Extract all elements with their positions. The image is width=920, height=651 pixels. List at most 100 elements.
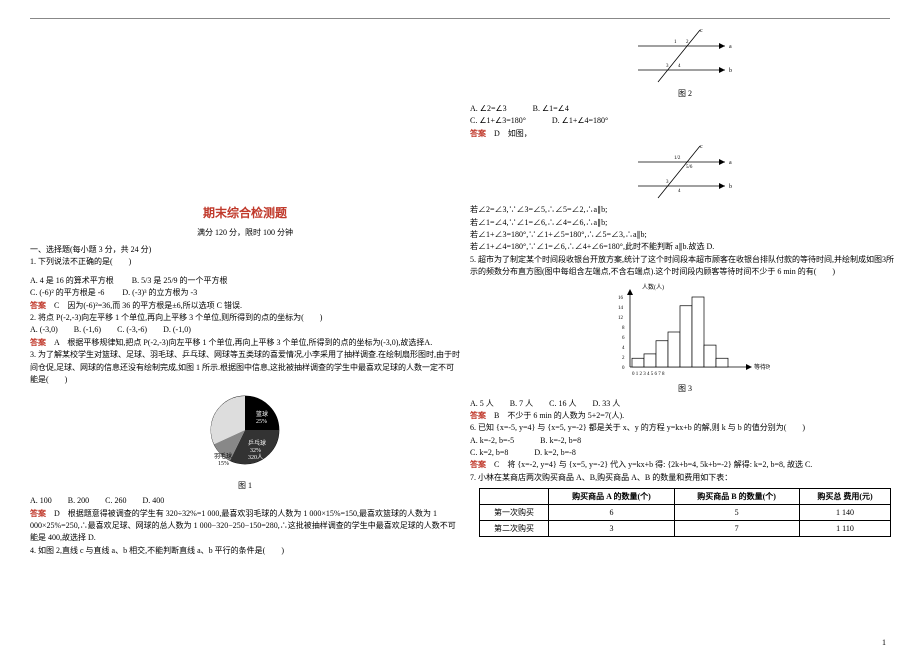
exam-subtitle: 满分 120 分，限时 100 分钟	[30, 227, 460, 238]
q4-opt-c: C. ∠1+∠3=180°	[470, 116, 526, 125]
parallel-lines-fig2: a b c 1 2 3 4	[630, 26, 740, 86]
svg-text:1/2: 1/2	[674, 156, 681, 161]
q6-answer: 答案 C 将 {x=-2, y=4} 与 {x=5, y=-2} 代入 y=kx…	[470, 459, 900, 471]
svg-text:b: b	[729, 184, 732, 190]
q3-answer-text: D 根据题意得被调查的学生有 320÷32%=1 000,最喜欢羽毛球的人数为 …	[30, 509, 456, 543]
cell: 5	[674, 505, 799, 521]
cell: 3	[549, 521, 674, 537]
th-blank	[479, 489, 549, 505]
table-row: 第二次购买 3 7 1 110	[479, 521, 891, 537]
cell: 1 110	[799, 521, 891, 537]
answer-label: 答案	[30, 338, 46, 347]
answer-label: 答案	[30, 509, 46, 518]
svg-text:4: 4	[622, 346, 625, 351]
svg-text:25%: 25%	[256, 419, 267, 425]
svg-text:羽毛球: 羽毛球	[214, 452, 232, 460]
svg-text:6: 6	[622, 336, 625, 341]
q5-answer-text: B 不少于 6 min 的人数为 5+2=7(人).	[486, 411, 624, 420]
answer-label: 答案	[470, 129, 486, 138]
q6-answer-text: C 将 {x=-2, y=4} 与 {x=5, y=-2} 代入 y=kx+b …	[486, 460, 812, 469]
q5-stem: 5. 超市为了制定某个时间段收银台开放方案,统计了这个时间段本超市顾客在收银台排…	[470, 254, 900, 279]
cell: 第二次购买	[479, 521, 549, 537]
q1-opt-d: D. (-3)³ 的立方根为 -3	[122, 288, 197, 297]
svg-text:5/6: 5/6	[686, 165, 693, 170]
svg-text:14: 14	[618, 306, 624, 311]
q5-answer: 答案 B 不少于 6 min 的人数为 5+2=7(人).	[470, 410, 900, 422]
q6-options-row2: C. k=2, b=8 D. k=2, b=-8	[470, 447, 900, 459]
svg-text:0 1 2 3 4 5 6 7 8: 0 1 2 3 4 5 6 7 8	[632, 372, 665, 377]
a4-line1: 若∠2=∠3,∵∠3=∠5,∴∠5=∠2,∴a∥b;	[470, 204, 900, 216]
table-header-row: 购买商品 A 的数量(个) 购买商品 B 的数量(个) 购买总 费用(元)	[479, 489, 891, 505]
answer-label: 答案	[470, 460, 486, 469]
svg-text:人数(人): 人数(人)	[642, 283, 664, 291]
svg-text:篮球: 篮球	[256, 410, 268, 418]
answer-label: 答案	[30, 301, 46, 310]
cell: 6	[549, 505, 674, 521]
svg-text:8: 8	[622, 326, 625, 331]
q2-options: A. (-3,0) B. (-1,6) C. (-3,-6) D. (-1,0)	[30, 324, 460, 336]
q6-options-row1: A. k=-2, b=-5 B. k=-2, b=8	[470, 435, 900, 447]
svg-text:320人: 320人	[248, 454, 263, 461]
q2-answer-text: A 根据平移规律知,把点 P(-2,-3)向左平移 1 个单位,再向上平移 3 …	[46, 338, 432, 347]
exam-title: 期末综合检测题	[30, 204, 460, 221]
q4-opt-b: B. ∠1=∠4	[533, 104, 569, 113]
q4-stem: 4. 如图 2,直线 c 与直线 a、b 相交,不能判断直线 a、b 平行的条件…	[30, 545, 460, 557]
q7-stem: 7. 小林在某商店两次购买商品 A、B,购买商品 A、B 的数量和费用如下表：	[470, 472, 900, 484]
q1-opt-b: B. 5/3 是 25/9 的一个平方根	[132, 276, 228, 285]
q1-options-row2: C. (-6)² 的平方根是 -6 D. (-3)³ 的立方根为 -3	[30, 287, 460, 299]
q2-stem: 2. 将点 P(-2,-3)向左平移 1 个单位,再向上平移 3 个单位,则所得…	[30, 312, 460, 324]
q6-opt-b: B. k=-2, b=8	[540, 436, 581, 445]
table-row: 第一次购买 6 5 1 140	[479, 505, 891, 521]
answer-label: 答案	[470, 411, 486, 420]
pie-chart-fig1: 篮球 25% 乒乓球 32% 320人 羽毛球 15%	[190, 390, 300, 478]
section-heading: 一、选择题(每小题 3 分，共 24 分)	[30, 244, 460, 256]
q6-opt-a: A. k=-2, b=-5	[470, 436, 514, 445]
top-rule	[30, 18, 890, 19]
svg-text:a: a	[729, 160, 732, 166]
svg-text:2: 2	[622, 356, 625, 361]
svg-text:c: c	[700, 144, 703, 150]
q4-options-row2: C. ∠1+∠3=180° D. ∠1+∠4=180°	[470, 115, 900, 127]
q6-opt-c: C. k=2, b=8	[470, 448, 508, 457]
svg-text:4: 4	[678, 64, 681, 69]
th-cost: 购买总 费用(元)	[799, 489, 891, 505]
q6-opt-d: D. k=2, b=-8	[534, 448, 575, 457]
cell: 1 140	[799, 505, 891, 521]
q4-answer: 答案 D 如图，	[470, 128, 900, 140]
histogram-fig3: 人数(人) 等待时间(分钟) 0 2 4 6 8 12 14 16 0 1 2 …	[600, 281, 770, 381]
th-a-qty: 购买商品 A 的数量(个)	[549, 489, 674, 505]
right-column: a b c 1 2 3 4 图 2 A. ∠2=∠3 B. ∠1=∠4 C. ∠…	[470, 24, 900, 629]
svg-text:等待时间(分钟): 等待时间(分钟)	[754, 363, 770, 371]
cell: 第一次购买	[479, 505, 549, 521]
q4-options-row1: A. ∠2=∠3 B. ∠1=∠4	[470, 103, 900, 115]
q4-opt-a: A. ∠2=∠3	[470, 104, 507, 113]
th-b-qty: 购买商品 B 的数量(个)	[674, 489, 799, 505]
svg-text:3: 3	[666, 180, 669, 185]
svg-text:a: a	[729, 44, 732, 50]
svg-text:1: 1	[674, 40, 677, 45]
fig2-caption: 图 2	[470, 88, 900, 99]
q4-answer-text: D 如图，	[486, 129, 532, 138]
svg-text:4: 4	[678, 189, 681, 194]
a4-line3: 若∠1+∠3=180°,∵∠1+∠5=180°,∴∠5=∠3,∴a∥b;	[470, 229, 900, 241]
svg-text:12: 12	[618, 316, 624, 321]
q6-stem: 6. 已知 {x=-5, y=4} 与 {x=5, y=-2} 都是关于 x、y…	[470, 422, 900, 434]
svg-text:3: 3	[666, 64, 669, 69]
svg-text:0: 0	[622, 366, 625, 371]
q2-answer: 答案 A 根据平移规律知,把点 P(-2,-3)向左平移 1 个单位,再向上平移…	[30, 337, 460, 349]
fig3-caption: 图 3	[470, 383, 900, 394]
q1-answer-text: C 因为(-6)²=36,而 36 的平方根是±6,所以选项 C 错误.	[46, 301, 242, 310]
q1-answer: 答案 C 因为(-6)²=36,而 36 的平方根是±6,所以选项 C 错误.	[30, 300, 460, 312]
svg-text:b: b	[729, 68, 732, 74]
fig1-caption: 图 1	[30, 480, 460, 491]
svg-text:16: 16	[618, 296, 624, 301]
cell: 7	[674, 521, 799, 537]
svg-text:32%: 32%	[250, 448, 261, 454]
a4-line2: 若∠1=∠4,∵∠1=∠6,∴∠4=∠6,∴a∥b;	[470, 217, 900, 229]
q3-options: A. 100 B. 200 C. 260 D. 400	[30, 495, 460, 507]
q1-opt-a: A. 4 是 16 的算术平方根	[30, 276, 114, 285]
parallel-lines-fig2b: a b c 1/2 5/6 3 4	[630, 142, 740, 202]
q5-options: A. 5 人 B. 7 人 C. 16 人 D. 33 人	[470, 398, 900, 410]
q1-opt-c: C. (-6)² 的平方根是 -6	[30, 288, 104, 297]
q4-opt-d: D. ∠1+∠4=180°	[552, 116, 608, 125]
